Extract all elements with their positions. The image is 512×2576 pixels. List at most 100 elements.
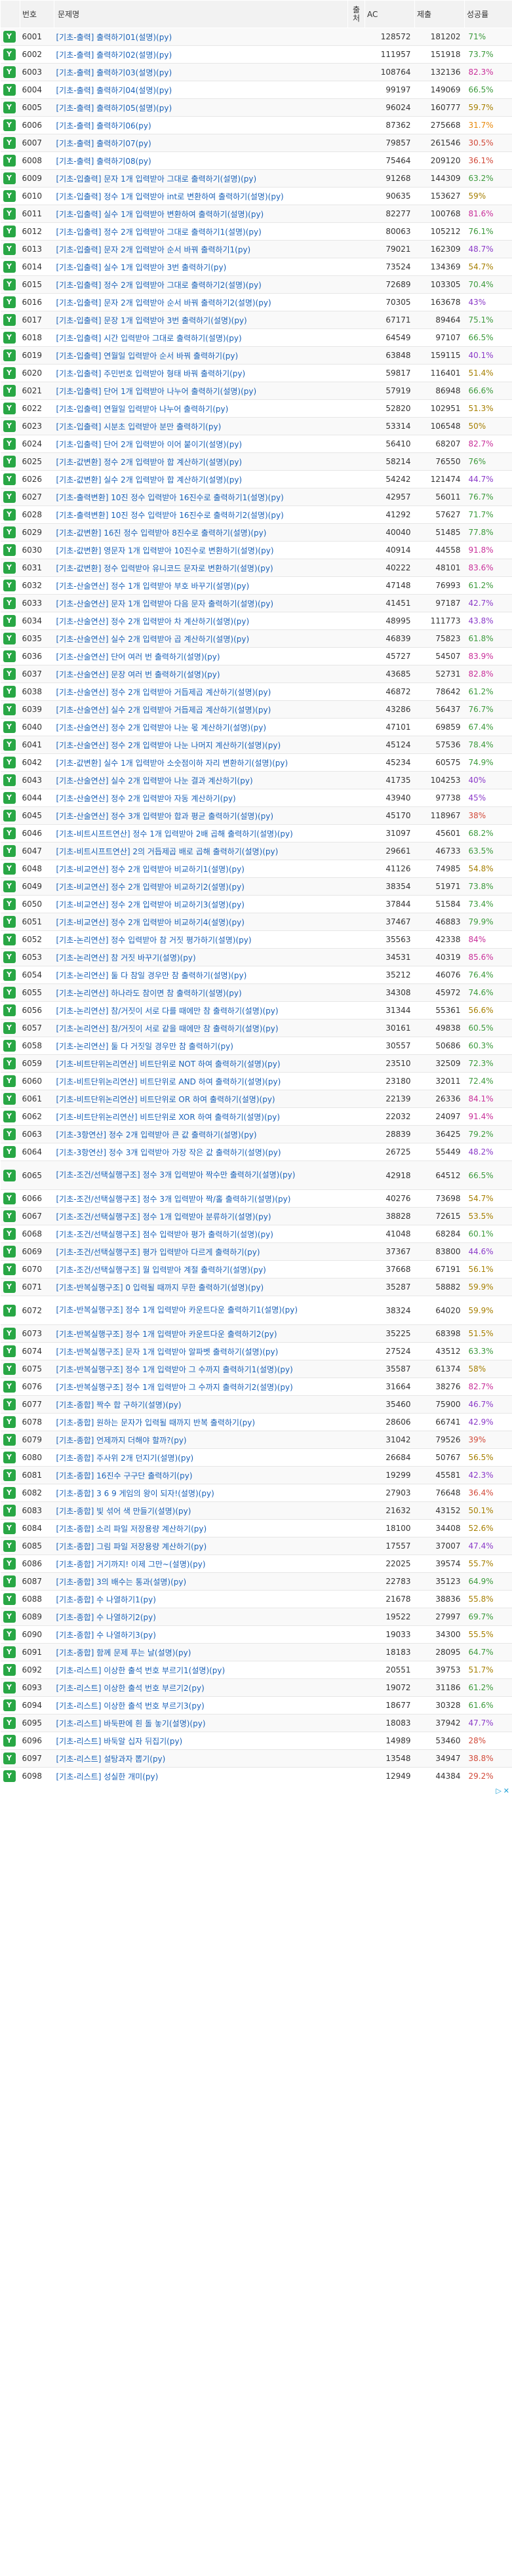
- problem-title-link[interactable]: [기초-입출력] 연월일 입력받아 나누어 출력하기(py): [56, 404, 229, 414]
- problem-title-link[interactable]: [기초-종합] 원하는 문자가 입력될 때까지 반복 출력하기(py): [56, 1417, 256, 1427]
- header-source[interactable]: 출 처: [347, 0, 365, 28]
- problem-title-link[interactable]: [기초-출력] 출력하기05(설명)(py): [56, 103, 172, 113]
- problem-title-link[interactable]: [기초-3항연산] 정수 2개 입력받아 큰 값 출력하기(설명)(py): [56, 1130, 257, 1139]
- problem-title-link[interactable]: [기초-산술연산] 단어 여러 번 출력하기(설명)(py): [56, 652, 220, 662]
- table-row[interactable]: Y 6021 [기초-입출력] 단어 1개 입력받아 나누어 출력하기(설명)(py…: [0, 382, 512, 400]
- problem-title-link[interactable]: [기초-종합] 함께 문제 푸는 날(설명)(py): [56, 1648, 191, 1657]
- problem-title-link[interactable]: [기초-출력] 출력하기07(py): [56, 138, 151, 148]
- problem-title-link[interactable]: [기초-입출력] 실수 1개 입력받아 변환하여 출력하기(설명)(py): [56, 209, 264, 219]
- table-row[interactable]: Y 6008 [기초-출력] 출력하기08(py) 75464 209120 36.1%: [0, 151, 512, 170]
- table-row[interactable]: Y 6009 [기초-입출력] 문자 1개 입력받아 그대로 출력하기(설명)(py…: [0, 169, 512, 188]
- table-row[interactable]: Y 6064 [기초-3항연산] 정수 3개 입력받아 가장 작은 값 출력하기(설…: [0, 1143, 512, 1161]
- problem-title-link[interactable]: [기초-리스트] 바둑알 십자 뒤집기(py): [56, 1736, 183, 1746]
- table-row[interactable]: Y 6091 [기초-종합] 함께 문제 푸는 날(설명)(py) 18183 2809…: [0, 1643, 512, 1661]
- table-row[interactable]: Y 6019 [기초-입출력] 연월일 입력받아 순서 바꿔 출력하기(py) 638…: [0, 346, 512, 365]
- table-row[interactable]: Y 6055 [기초-논리연산] 하나라도 참이면 참 출력하기(설명)(py) 34…: [0, 983, 512, 1002]
- table-row[interactable]: Y 6061 [기초-비트단위논리연산] 비트단위로 OR 하여 출력하기(설명)(…: [0, 1090, 512, 1108]
- table-row[interactable]: Y 6002 [기초-출력] 출력하기02(설명)(py) 111957 151918 7…: [0, 45, 512, 64]
- problem-title-link[interactable]: [기초-조건/선택실행구조] 점수 입력받아 평가 출력하기(설명)(py): [56, 1229, 273, 1239]
- problem-title-link[interactable]: [기초-종합] 3의 배수는 통과(설명)(py): [56, 1577, 187, 1587]
- problem-title-link[interactable]: [기초-출력] 출력하기06(py): [56, 121, 151, 130]
- problem-title-link[interactable]: [기초-출력] 출력하기04(설명)(py): [56, 85, 172, 95]
- problem-title-link[interactable]: [기초-입출력] 정수 2개 입력받아 그대로 출력하기2(설명)(py): [56, 280, 262, 290]
- table-row[interactable]: Y 6051 [기초-비교연산] 정수 2개 입력받아 비교하기4(설명)(py) 3…: [0, 913, 512, 931]
- table-row[interactable]: Y 6098 [기초-리스트] 성실한 개미(py) 12949 44384 29.2%: [0, 1767, 512, 1785]
- problem-title-link[interactable]: [기초-조건/선택실행구조] 월 입력받아 계절 출력하기(설명)(py): [56, 1265, 266, 1275]
- table-row[interactable]: Y 6059 [기초-비트단위논리연산] 비트단위로 NOT 하여 출력하기(설명)…: [0, 1054, 512, 1073]
- problem-title-link[interactable]: [기초-논리연산] 둘 다 참일 경우만 참 출력하기(설명)(py): [56, 970, 247, 980]
- table-row[interactable]: Y 6013 [기초-입출력] 문자 2개 입력받아 순서 바꿔 출력하기1(py)…: [0, 240, 512, 258]
- problem-title-link[interactable]: [기초-비교연산] 정수 2개 입력받아 비교하기3(설명)(py): [56, 900, 245, 909]
- table-row[interactable]: Y 6042 [기초-값변환] 실수 1개 입력받아 소숫점이하 자리 변환하기(설…: [0, 753, 512, 772]
- problem-title-link[interactable]: [기초-산술연산] 정수 2개 입력받아 자동 계산하기(py): [56, 793, 236, 803]
- table-row[interactable]: Y 6092 [기초-리스트] 이상한 출석 번호 부르기1(설명)(py) 2055…: [0, 1661, 512, 1679]
- problem-title-link[interactable]: [기초-조건/선택실행구조] 정수 1개 입력받아 분류하기(설명)(py): [56, 1212, 271, 1221]
- table-row[interactable]: Y 6036 [기초-산술연산] 단어 여러 번 출력하기(설명)(py) 45727…: [0, 647, 512, 665]
- problem-title-link[interactable]: [기초-산술연산] 실수 2개 입력받아 곱 계산하기(설명)(py): [56, 634, 250, 644]
- problem-title-link[interactable]: [기초-입출력] 정수 1개 입력받아 int로 변환하여 출력하기(설명)(p…: [56, 191, 284, 201]
- problem-title-link[interactable]: [기초-비트단위논리연산] 비트단위로 NOT 하여 출력하기(설명)(py): [56, 1059, 281, 1069]
- problem-title-link[interactable]: [기초-비교연산] 정수 2개 입력받아 비교하기4(설명)(py): [56, 917, 245, 927]
- table-row[interactable]: Y 6069 [기초-조건/선택실행구조] 평가 입력받아 다르게 출력하기(py)…: [0, 1242, 512, 1261]
- problem-title-link[interactable]: [기초-값변환] 정수 입력받아 유니코드 문자로 변환하기(설명)(py): [56, 563, 273, 573]
- table-row[interactable]: Y 6012 [기초-입출력] 정수 2개 입력받아 그대로 출력하기1(설명)(p…: [0, 222, 512, 241]
- table-row[interactable]: Y 6065 [기초-조건/선택실행구조] 정수 3개 입력받아 짝수만 출력하기(…: [0, 1160, 512, 1190]
- problem-title-link[interactable]: [기초-논리연산] 참/거짓이 서로 같을 때에만 참 출력하기(설명)(py): [56, 1023, 279, 1033]
- problem-title-link[interactable]: [기초-입출력] 문장 1개 입력받아 3번 출력하기(설명)(py): [56, 315, 247, 325]
- problem-title-link[interactable]: [기초-3항연산] 정수 3개 입력받아 가장 작은 값 출력하기(설명)(py…: [56, 1147, 281, 1157]
- problem-title-link[interactable]: [기초-비교연산] 정수 2개 입력받아 비교하기2(설명)(py): [56, 882, 245, 892]
- problem-title-link[interactable]: [기초-출력변환] 10진 정수 입력받아 16진수로 출력하기1(설명)(py…: [56, 492, 284, 502]
- table-row[interactable]: Y 6001 [기초-출력] 출력하기01(설명)(py) 128572 181202 7…: [0, 28, 512, 46]
- problem-title-link[interactable]: [기초-출력] 출력하기08(py): [56, 156, 151, 166]
- table-row[interactable]: Y 6035 [기초-산술연산] 실수 2개 입력받아 곱 계산하기(설명)(py)…: [0, 629, 512, 648]
- header-submit[interactable]: 제출: [414, 0, 465, 28]
- table-row[interactable]: Y 6028 [기초-출력변환] 10진 정수 입력받아 16진수로 출력하기2(설…: [0, 505, 512, 524]
- table-row[interactable]: Y 6032 [기초-산술연산] 정수 1개 입력받아 부호 바꾸기(설명)(py)…: [0, 576, 512, 595]
- problem-title-link[interactable]: [기초-입출력] 실수 1개 입력받아 3번 출력하기(py): [56, 262, 227, 272]
- table-row[interactable]: Y 6018 [기초-입출력] 시간 입력받아 그대로 출력하기(설명)(py) 64…: [0, 328, 512, 347]
- table-row[interactable]: Y 6045 [기초-산술연산] 정수 3개 입력받아 합과 평균 출력하기(설명)…: [0, 806, 512, 825]
- problem-title-link[interactable]: [기초-조건/선택실행구조] 정수 3개 입력받아 짝/홀 출력하기(설명)(p…: [56, 1194, 291, 1204]
- table-row[interactable]: Y 6039 [기초-산술연산] 실수 2개 입력받아 거듭제곱 계산하기(설명)(…: [0, 700, 512, 719]
- table-row[interactable]: Y 6090 [기초-종합] 수 나열하기3(py) 19033 34300 55.5%: [0, 1625, 512, 1644]
- problem-title-link[interactable]: [기초-반복실행구조] 문자 1개 입력받아 알파벳 출력하기(설명)(py): [56, 1347, 279, 1357]
- problem-title-link[interactable]: [기초-산술연산] 정수 1개 입력받아 부호 바꾸기(설명)(py): [56, 581, 250, 591]
- table-row[interactable]: Y 6087 [기초-종합] 3의 배수는 통과(설명)(py) 22783 35123…: [0, 1572, 512, 1591]
- problem-title-link[interactable]: [기초-산술연산] 정수 3개 입력받아 합과 평균 출력하기(설명)(py): [56, 811, 274, 821]
- table-row[interactable]: Y 6066 [기초-조건/선택실행구조] 정수 3개 입력받아 짝/홀 출력하기(…: [0, 1189, 512, 1208]
- problem-title-link[interactable]: [기초-반복실행구조] 정수 1개 입력받아 카운트다운 출력하기1(설명)(p…: [56, 1305, 298, 1315]
- table-row[interactable]: Y 6076 [기초-반복실행구조] 정수 1개 입력받아 그 수까지 출력하기2(…: [0, 1377, 512, 1396]
- problem-title-link[interactable]: [기초-리스트] 이상한 출석 번호 부르기2(py): [56, 1683, 205, 1693]
- table-row[interactable]: Y 6083 [기초-종합] 빛 섞어 색 만들기(설명)(py) 21632 4315…: [0, 1501, 512, 1520]
- table-row[interactable]: Y 6074 [기초-반복실행구조] 문자 1개 입력받아 알파벳 출력하기(설명)…: [0, 1342, 512, 1360]
- header-rate[interactable]: 성공률: [464, 0, 512, 28]
- problem-title-link[interactable]: [기초-리스트] 이상한 출석 번호 부르기1(설명)(py): [56, 1665, 226, 1675]
- table-row[interactable]: Y 6030 [기초-값변환] 영문자 1개 입력받아 10진수로 변환하기(설명)…: [0, 541, 512, 559]
- table-row[interactable]: Y 6049 [기초-비교연산] 정수 2개 입력받아 비교하기2(설명)(py) 3…: [0, 877, 512, 896]
- header-title[interactable]: 문제명: [54, 0, 348, 28]
- table-row[interactable]: Y 6060 [기초-비트단위논리연산] 비트단위로 AND 하여 출력하기(설명)…: [0, 1072, 512, 1090]
- table-row[interactable]: Y 6058 [기초-논리연산] 둘 다 거짓일 경우만 참 출력하기(py) 305…: [0, 1037, 512, 1055]
- table-row[interactable]: Y 6079 [기초-종합] 언제까지 더해야 할까?(py) 31042 79526 3…: [0, 1431, 512, 1449]
- problem-title-link[interactable]: [기초-반복실행구조] 정수 1개 입력받아 카운트다운 출력하기2(py): [56, 1329, 277, 1339]
- problem-title-link[interactable]: [기초-비트단위논리연산] 비트단위로 XOR 하여 출력하기(설명)(py): [56, 1112, 281, 1122]
- problem-title-link[interactable]: [기초-종합] 16진수 구구단 출력하기(py): [56, 1471, 193, 1480]
- problem-title-link[interactable]: [기초-출력] 출력하기01(설명)(py): [56, 32, 172, 42]
- problem-title-link[interactable]: [기초-비트단위논리연산] 비트단위로 OR 하여 출력하기(설명)(py): [56, 1094, 275, 1104]
- problem-title-link[interactable]: [기초-조건/선택실행구조] 평가 입력받아 다르게 출력하기(py): [56, 1247, 260, 1257]
- table-row[interactable]: Y 6052 [기초-논리연산] 정수 입력받아 참 거짓 평가하기(설명)(py)…: [0, 930, 512, 949]
- problem-title-link[interactable]: [기초-종합] 수 나열하기1(py): [56, 1595, 156, 1604]
- problem-title-link[interactable]: [기초-입출력] 정수 2개 입력받아 그대로 출력하기1(설명)(py): [56, 227, 262, 237]
- problem-title-link[interactable]: [기초-입출력] 시간 입력받아 그대로 출력하기(설명)(py): [56, 333, 242, 343]
- problem-title-link[interactable]: [기초-논리연산] 참 거짓 바꾸기(설명)(py): [56, 953, 196, 962]
- problem-title-link[interactable]: [기초-산술연산] 정수 2개 입력받아 나눈 나머지 계산하기(설명)(py): [56, 740, 281, 750]
- table-row[interactable]: Y 6053 [기초-논리연산] 참 거짓 바꾸기(설명)(py) 34531 4031…: [0, 948, 512, 966]
- table-row[interactable]: Y 6046 [기초-비트시프트연산] 정수 1개 입력받아 2배 곱해 출력하기(…: [0, 824, 512, 842]
- problem-title-link[interactable]: [기초-비교연산] 정수 2개 입력받아 비교하기1(설명)(py): [56, 864, 245, 874]
- problem-title-link[interactable]: [기초-종합] 거기까지! 이제 그만~(설명)(py): [56, 1559, 206, 1569]
- problem-title-link[interactable]: [기초-리스트] 성실한 개미(py): [56, 1772, 159, 1781]
- problem-title-link[interactable]: [기초-종합] 짝수 합 구하기(설명)(py): [56, 1400, 182, 1410]
- table-row[interactable]: Y 6089 [기초-종합] 수 나열하기2(py) 19522 27997 69.7%: [0, 1608, 512, 1626]
- problem-title-link[interactable]: [기초-조건/선택실행구조] 정수 3개 입력받아 짝수만 출력하기(설명)(p…: [56, 1170, 296, 1179]
- problem-title-link[interactable]: [기초-종합] 수 나열하기3(py): [56, 1630, 156, 1640]
